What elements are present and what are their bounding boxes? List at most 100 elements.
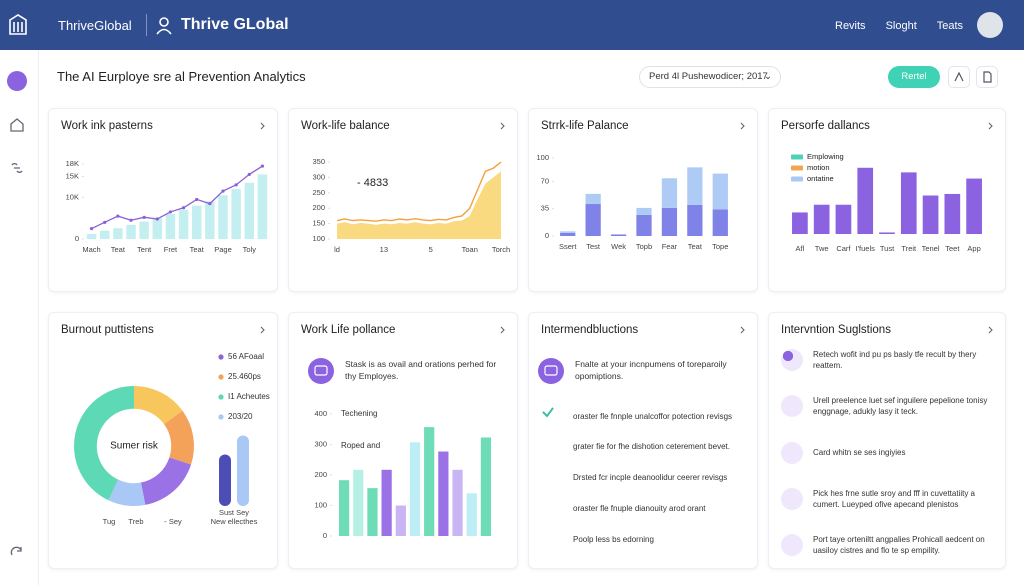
y-tick-label: 15K <box>66 171 79 180</box>
bar-label: Sust Sey <box>219 508 249 517</box>
list-item: Poolp less bs edorning <box>541 407 747 550</box>
item-text: Pick hes frne sutle sroy and fff in cuve… <box>813 488 976 509</box>
icon-dot <box>783 351 793 361</box>
item-list: oraster fle fnnple unalcoffor potection … <box>541 405 747 550</box>
nav-icon[interactable] <box>9 117 25 133</box>
bar <box>257 174 268 239</box>
line-point <box>142 215 146 219</box>
bar-segment <box>636 207 652 215</box>
check-mark <box>542 407 554 418</box>
list-item: oraster fle fnnple unalcoffor potection … <box>541 405 747 427</box>
card: Intervntion Suglstions Retech wofit ind p… <box>768 312 1006 569</box>
x-tick-label: Torch <box>492 245 510 254</box>
y-tick-label: 200 <box>312 203 325 212</box>
divider <box>146 14 147 36</box>
nav-icon[interactable] <box>9 544 25 560</box>
bar <box>381 469 392 536</box>
bar-segment <box>661 207 678 236</box>
icon-glyph <box>542 407 554 418</box>
intro-text: Stask is as ovail and orations perhed fo… <box>345 359 497 381</box>
item-text: Poolp less bs edorning <box>573 534 654 544</box>
nav-link[interactable]: Teats <box>936 20 964 32</box>
annotation: Roped and <box>341 441 380 450</box>
bar-segment <box>560 232 576 236</box>
bar <box>466 493 477 536</box>
card-canvas: 0 35 70 100 Ssert Test Wek Topb Fear Teat Tope <box>536 122 745 251</box>
icon-button[interactable] <box>948 66 970 88</box>
legend-swatch <box>791 165 803 171</box>
area <box>337 171 501 239</box>
nav: Revits Sloght Teats <box>835 20 963 32</box>
card-arrow <box>740 122 745 130</box>
nav-icon-active[interactable] <box>7 71 27 91</box>
bar <box>126 224 136 239</box>
list-item: Pick hes frne sutle sroy and fff in cuve… <box>781 351 995 510</box>
y-tick-label: 0 <box>323 531 327 540</box>
legend-label: motion <box>807 163 830 172</box>
bar <box>165 214 176 239</box>
list-item: Card whitn se ses ingiyies <box>781 351 995 464</box>
page-title: The AI Eurploye sre al Prevention Analyt… <box>57 69 306 84</box>
date-filter[interactable]: Perd 4l Pushewodicer; 2017 ⌄ <box>639 66 781 88</box>
y-tick-label: 350 <box>312 157 325 166</box>
x-tick-label: Tenel <box>922 244 940 253</box>
bar <box>835 204 852 234</box>
donut-segment <box>108 479 146 506</box>
bar-segment <box>661 178 678 208</box>
legend-label: 203/20 <box>228 412 253 421</box>
card-canvas <box>988 326 993 334</box>
card-arrow <box>988 122 993 130</box>
x-tick-label: 13 <box>380 245 388 254</box>
x-tick-label: Mach <box>82 245 100 254</box>
card: 0 10K 15K 18K Mach Teat Tent Fret Teat Page Toly Wo… <box>48 108 278 292</box>
bar-segment <box>687 204 703 236</box>
bar <box>139 221 149 239</box>
bar <box>409 442 421 536</box>
item-text: grater fie for fhe dishotion ceterement … <box>573 442 730 452</box>
y-tick-label: 0 <box>75 234 79 243</box>
card-title: Intermendbluctions <box>541 324 639 336</box>
bar <box>395 505 406 536</box>
bar-segment <box>585 204 601 236</box>
line-point <box>247 172 251 177</box>
x-tick-label: Topb <box>636 242 652 251</box>
annotation: - 4833 <box>357 177 388 189</box>
item-text: Retech wofit ind pu ps basly tfe recult … <box>813 350 977 370</box>
nav-icon[interactable] <box>9 160 25 176</box>
annotation: Techening <box>341 409 377 418</box>
logo-icon <box>9 14 27 35</box>
bar-segment <box>712 209 728 236</box>
card-title: Burnout puttistens <box>61 324 154 336</box>
bar <box>966 178 982 234</box>
brand: ThriveGlobal <box>58 18 132 33</box>
legend-dot <box>218 414 224 420</box>
item-icon <box>781 351 803 556</box>
legend-label: Emplowing <box>807 152 844 161</box>
card-arrow <box>988 326 993 334</box>
bar <box>218 195 228 239</box>
item-icon <box>781 351 803 510</box>
bar <box>879 232 895 234</box>
doc-icon <box>983 71 992 83</box>
card-title: Work ink pasterns <box>61 120 153 132</box>
icon-button[interactable] <box>976 66 998 88</box>
legend-label: 56 AFoaal <box>228 352 264 361</box>
nav-link[interactable]: Sloght <box>885 20 917 32</box>
line-point <box>234 183 238 187</box>
x-tick-label: Tug <box>103 517 116 526</box>
legend-label: I1 Acheutes <box>228 392 270 401</box>
x-tick-label: Teat <box>688 242 703 251</box>
card-title: Work-life balance <box>301 120 390 132</box>
bar-label: New ellecthes <box>211 517 258 526</box>
nav-link[interactable]: Revits <box>835 20 866 32</box>
legend-label: 25.460ps <box>228 372 261 381</box>
bar <box>244 182 255 239</box>
primary-button[interactable]: Rertel <box>888 66 940 88</box>
avatar[interactable] <box>977 12 1003 38</box>
item-icon <box>541 407 563 458</box>
bar <box>219 454 231 506</box>
bar <box>438 451 449 536</box>
x-tick-label: Wek <box>611 242 626 251</box>
item-text: Card whitn se ses ingiyies <box>813 448 906 457</box>
